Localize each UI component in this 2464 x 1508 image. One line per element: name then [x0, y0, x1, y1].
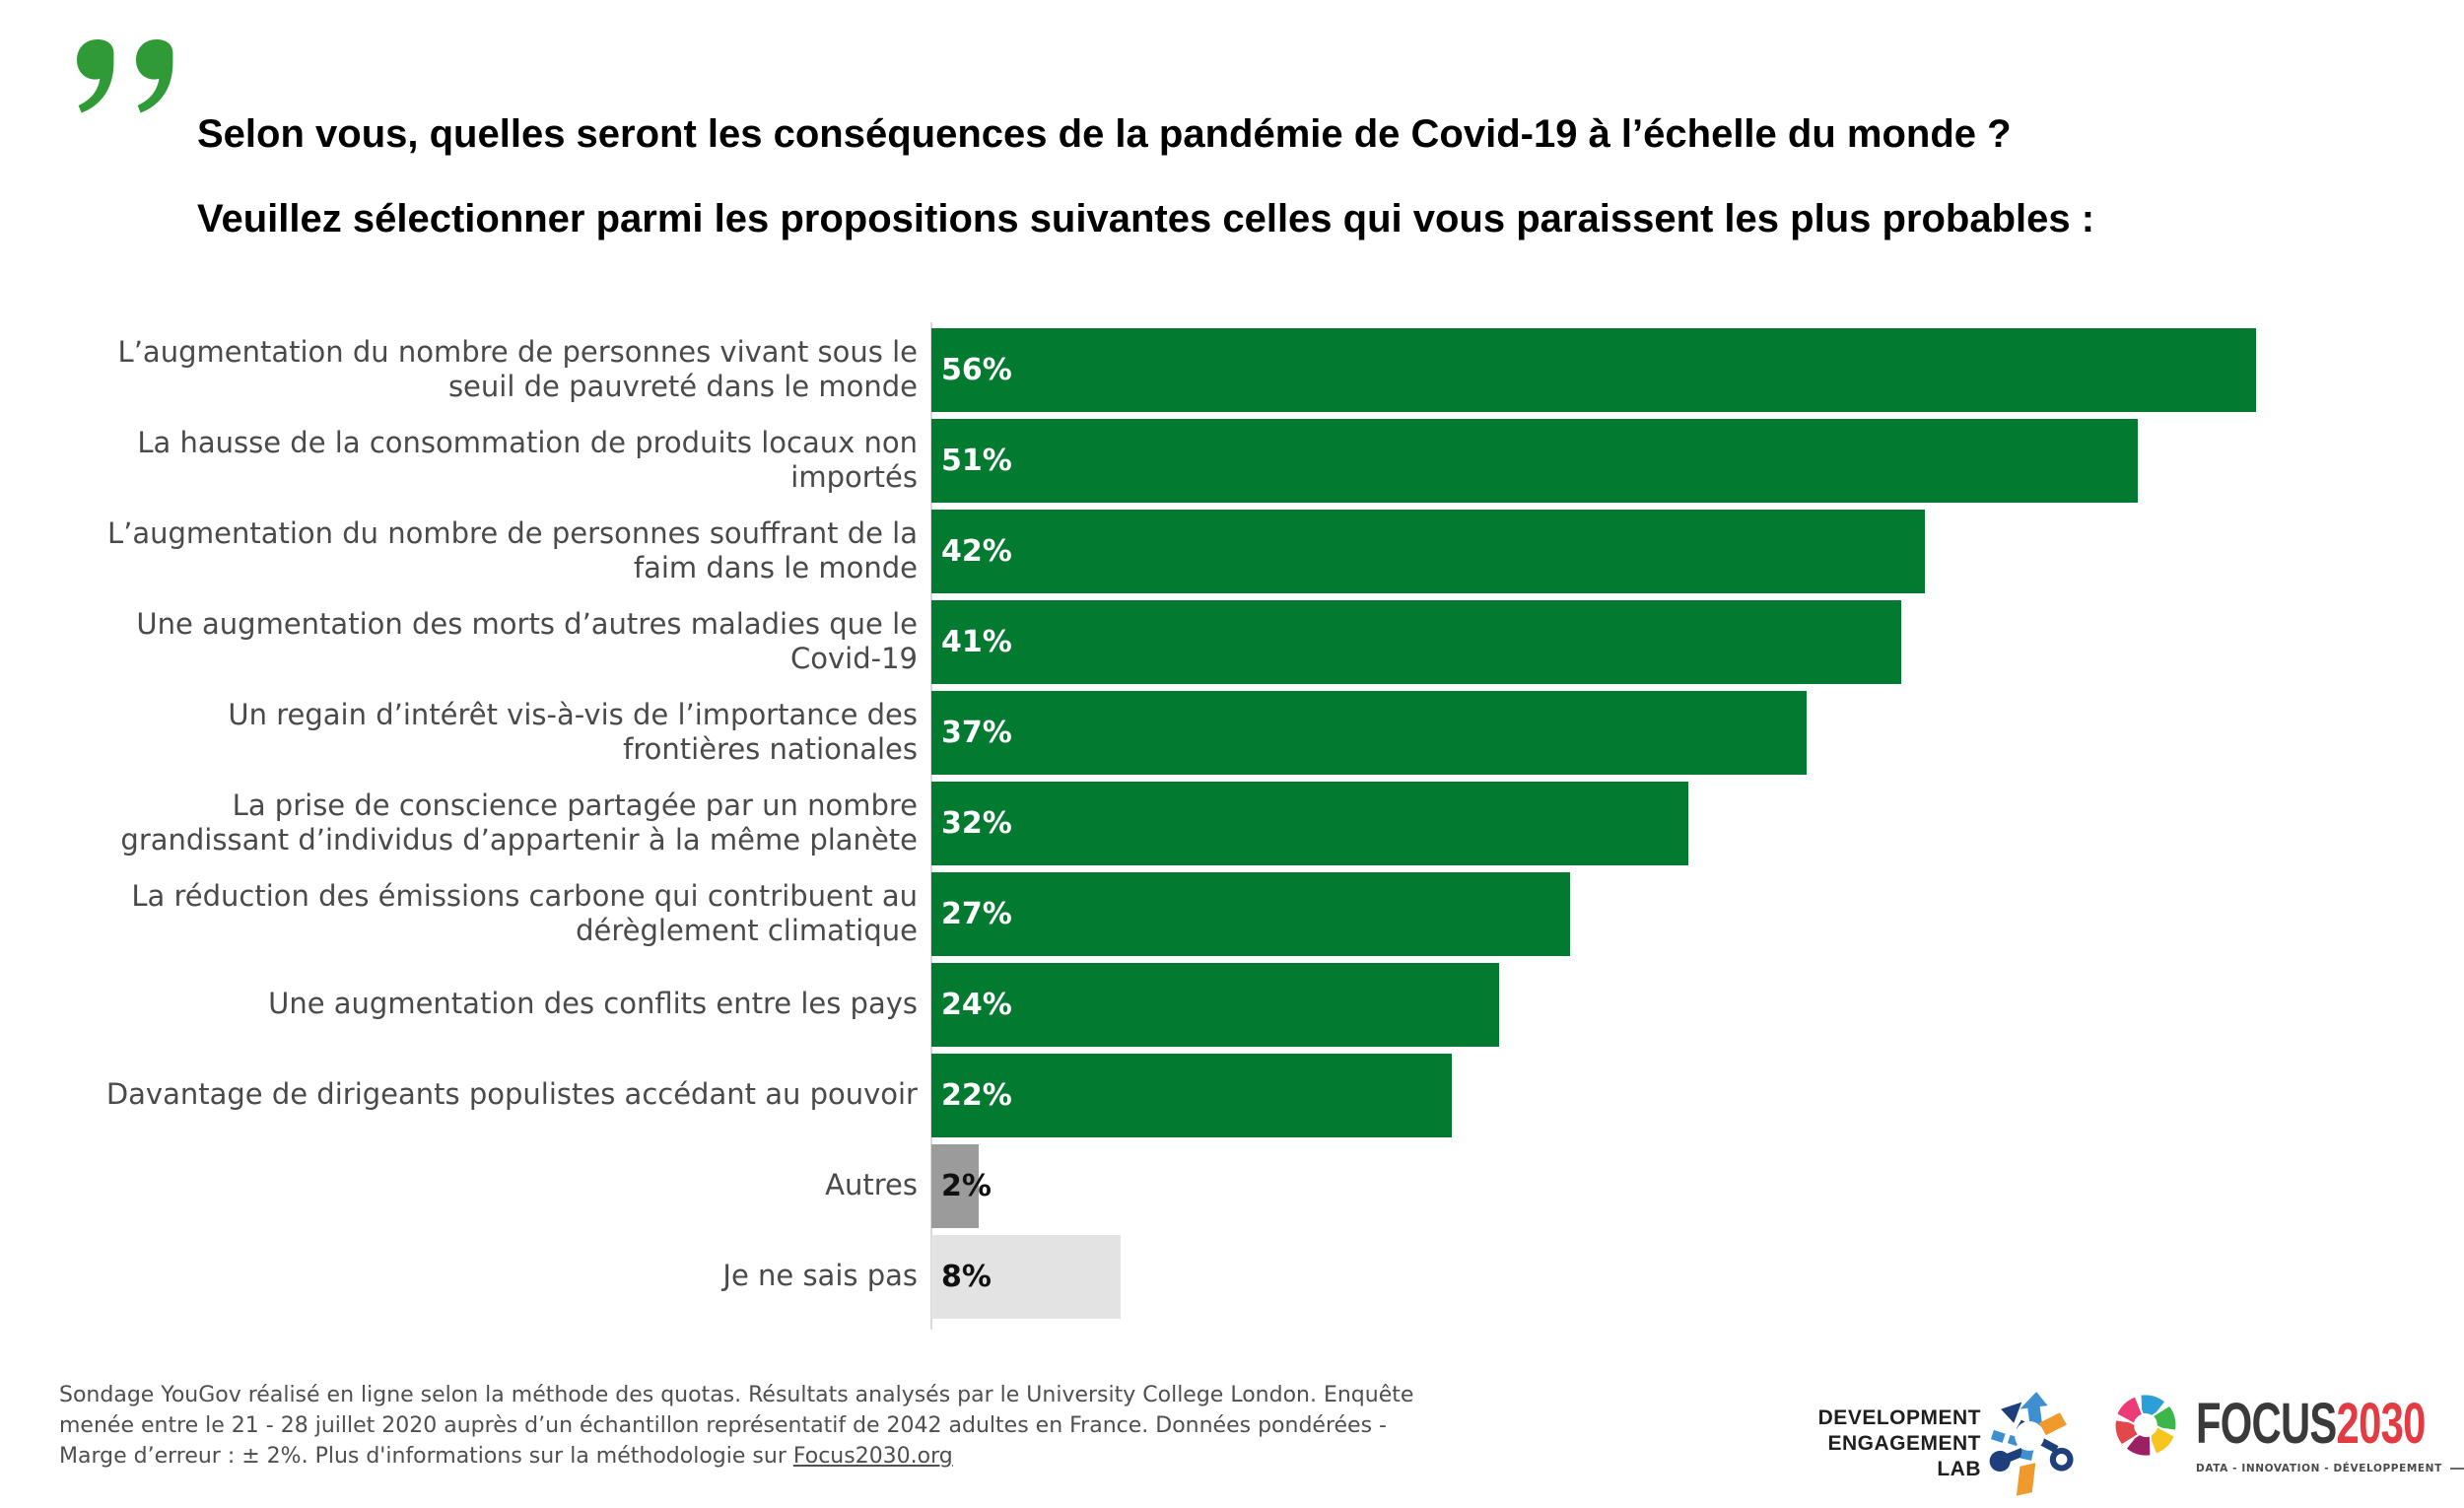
- category-label: La prise de conscience partagée par un n…: [120, 788, 918, 857]
- value-label: 8%: [941, 1259, 992, 1294]
- footnote: Sondage YouGov réalisé en ligne selon la…: [59, 1380, 1413, 1472]
- category-label: L’augmentation du nombre de personnes vi…: [117, 334, 918, 403]
- bar: 22%: [931, 1053, 1452, 1137]
- bar: 32%: [931, 781, 1688, 865]
- chart-row: Davantage de dirigeants populistes accéd…: [105, 1050, 2372, 1140]
- value-label: 24%: [941, 987, 1012, 1022]
- chart-row: Je ne sais pas 8%: [105, 1231, 2372, 1322]
- focus2030-logo-2030: 2030: [2336, 1392, 2427, 1456]
- category-label: Un regain d’intérêt vis-à-vis de l’impor…: [228, 697, 918, 766]
- value-label: 27%: [941, 896, 1012, 931]
- bar: 27%: [931, 871, 1570, 956]
- del-logo-line-2: ENGAGEMENT: [1827, 1432, 1981, 1455]
- value-label: 56%: [941, 352, 1012, 387]
- chart-row: La réduction des émissions carbone qui c…: [105, 868, 2372, 959]
- category-label: Davantage de dirigeants populistes accéd…: [105, 1077, 918, 1112]
- category-label: La hausse de la consommation de produits…: [137, 425, 918, 494]
- focus2030-logo-focus: FOCUS: [2196, 1392, 2337, 1456]
- title-line-1: Selon vous, quelles seront les conséquen…: [197, 112, 2012, 156]
- del-logo-line-3: LAB: [1937, 1458, 1981, 1480]
- category-label: Autres: [825, 1168, 918, 1202]
- value-label: 2%: [941, 1168, 992, 1203]
- value-label: 41%: [941, 624, 1012, 659]
- category-label: L’augmentation du nombre de personnes so…: [106, 515, 918, 584]
- chart-row: Une augmentation des morts d’autres mala…: [105, 596, 2372, 687]
- footnote-line-3: Marge d’erreur : ± 2%. Plus d'informatio…: [59, 1444, 793, 1469]
- value-label: 42%: [941, 533, 1012, 569]
- chart-row: Un regain d’intérêt vis-à-vis de l’impor…: [105, 687, 2372, 778]
- value-label: 22%: [941, 1077, 1012, 1113]
- category-label: Je ne sais pas: [722, 1259, 918, 1293]
- del-logo-text: DEVELOPMENT ENGAGEMENT LAB: [1784, 1405, 1981, 1482]
- bar: 2%: [931, 1143, 992, 1228]
- category-label: Une augmentation des morts d’autres mala…: [136, 606, 918, 675]
- footnote-line-1: Sondage YouGov réalisé en ligne selon la…: [59, 1383, 1414, 1407]
- bar: 37%: [931, 690, 1807, 775]
- bar: 24%: [931, 962, 1499, 1047]
- bar: 51%: [931, 418, 2138, 503]
- value-label: 51%: [941, 443, 1012, 478]
- bar: 8%: [931, 1234, 1121, 1319]
- bar: 56%: [931, 327, 2256, 412]
- focus2030-logo-tagline: DATA - INNOVATION - DÉVELOPPEMENT: [2196, 1463, 2464, 1474]
- title-line-2: Veuillez sélectionner parmi les proposit…: [197, 197, 2095, 240]
- footnote-line-2: menée entre le 21 - 28 juillet 2020 aupr…: [59, 1413, 1387, 1438]
- chart-row: L’augmentation du nombre de personnes vi…: [105, 324, 2372, 415]
- page-title: Selon vous, quelles seront les conséquen…: [197, 110, 2094, 242]
- focus2030-logo-icon: [2113, 1393, 2178, 1458]
- chart-row: La prise de conscience partagée par un n…: [105, 778, 2372, 868]
- focus2030-link[interactable]: Focus2030.org: [792, 1444, 953, 1469]
- value-label: 32%: [941, 805, 1012, 841]
- chart-row: Une augmentation des conflits entre les …: [105, 959, 2372, 1050]
- chart-row: La hausse de la consommation de produits…: [105, 415, 2372, 506]
- chart-row: L’augmentation du nombre de personnes so…: [105, 506, 2372, 596]
- del-logo-line-1: DEVELOPMENT: [1817, 1406, 1981, 1429]
- del-logo-icon: [1989, 1392, 2074, 1496]
- quote-icon: [77, 39, 173, 113]
- tagline-dash: [2449, 1468, 2464, 1470]
- category-label: Une augmentation des conflits entre les …: [268, 987, 918, 1021]
- bar-chart: L’augmentation du nombre de personnes vi…: [105, 324, 2372, 1322]
- chart-row: Autres 2%: [105, 1140, 2372, 1231]
- bar: 41%: [931, 599, 1901, 684]
- value-label: 37%: [941, 715, 1012, 750]
- category-label: La réduction des émissions carbone qui c…: [131, 878, 918, 947]
- focus2030-logo-text: FOCUS2030: [2196, 1396, 2426, 1453]
- bar: 42%: [931, 509, 1925, 593]
